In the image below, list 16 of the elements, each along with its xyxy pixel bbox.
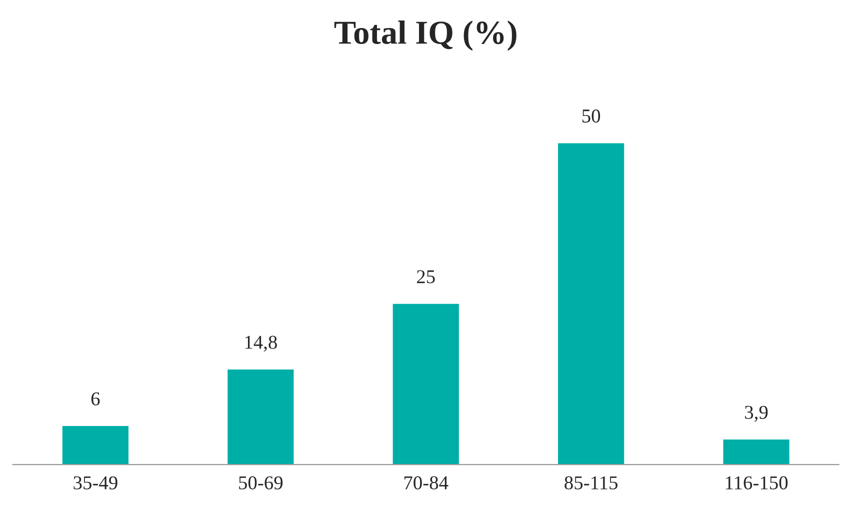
x-tick-label: 70-84: [404, 476, 448, 490]
chart-title: Total IQ (%): [334, 20, 516, 51]
bar: [228, 369, 294, 465]
data-label: 3,9: [745, 406, 768, 422]
bar: [558, 143, 624, 465]
bar: [62, 426, 128, 465]
x-tick-label: 35-49: [74, 476, 118, 490]
bar: [723, 440, 790, 465]
data-label: 25: [416, 270, 435, 284]
data-label: 50: [582, 109, 600, 123]
x-tick-label: 85-115: [564, 476, 618, 490]
x-tick-label: 116-150: [726, 476, 788, 490]
bar: [392, 304, 459, 465]
data-label: 6: [91, 392, 100, 406]
data-label: 14,8: [245, 336, 277, 352]
x-tick-label: 50-69: [239, 476, 283, 490]
